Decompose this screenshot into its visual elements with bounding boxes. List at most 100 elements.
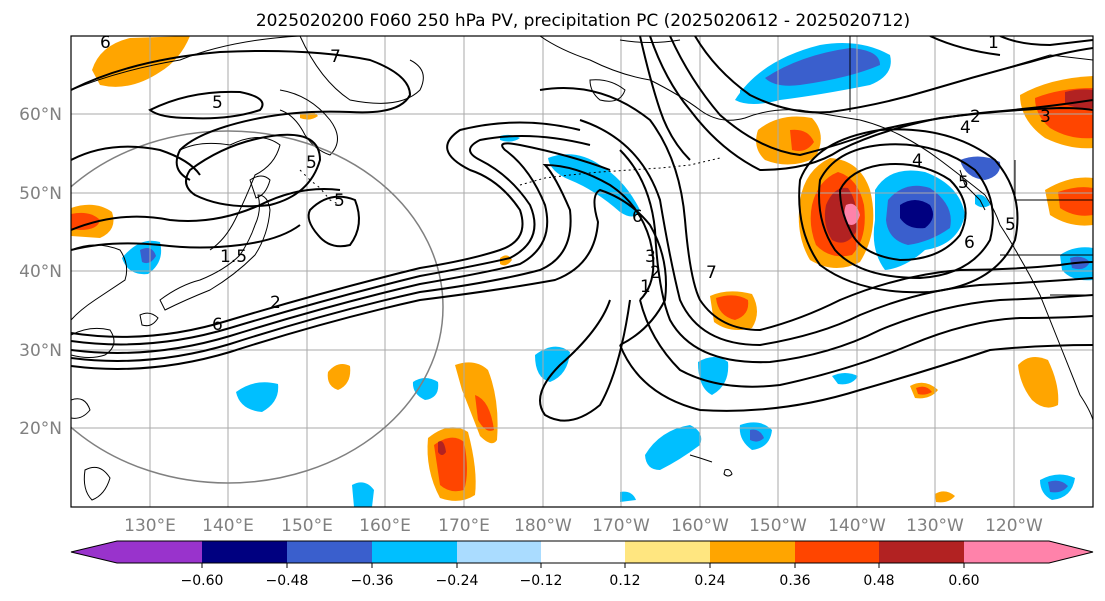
contour-label: 1.5 <box>220 247 247 267</box>
colorbar-segment <box>710 541 795 563</box>
precip-patch-darkred <box>438 441 446 455</box>
colorbar-segment <box>117 541 202 563</box>
contour-label: 7 <box>330 47 341 67</box>
colorbar-segment <box>202 541 287 563</box>
precip-patch-blue <box>975 194 990 208</box>
contour-label: 2 <box>970 107 981 127</box>
precip-patch-blue <box>1048 480 1068 493</box>
precip-shading <box>71 36 1093 507</box>
colorbar-tick-label: 0.36 <box>779 573 810 589</box>
contour-label: 6 <box>964 233 975 253</box>
lon-label: 160°W <box>671 516 729 536</box>
precip-patch-blue <box>620 491 636 502</box>
precip-patch-blue <box>832 373 858 385</box>
colorbar-segment <box>879 541 964 563</box>
colorbar-segment <box>625 541 710 563</box>
precip-patch-blue <box>750 429 764 442</box>
precip-patch-navy <box>900 200 934 229</box>
lon-label: 140°E <box>202 516 254 536</box>
precip-patch-red <box>916 386 932 395</box>
precip-patch-blue <box>352 482 374 507</box>
contour-label: 5 <box>306 153 317 173</box>
plot-content: 7 5 5 5 1.5 2 6 6 3 2 1 7 1 2 3 4 4 6 5 … <box>71 33 1093 507</box>
lon-label: 150°E <box>281 516 333 536</box>
precip-patch-blue <box>548 154 640 217</box>
contour-label: 6 <box>100 33 111 53</box>
lat-label: 40°N <box>19 262 62 282</box>
colorbar: −0.60 −0.48 −0.36 −0.24 −0.12 0.12 0.24 … <box>70 540 1094 589</box>
contour-label: 2 <box>270 293 281 313</box>
precip-patch-orange <box>756 116 821 165</box>
precip-patch-orange <box>327 364 351 390</box>
precip-patch-orange <box>300 111 318 120</box>
contour-label: 7 <box>706 263 717 283</box>
colorbar-tick-label: 0.24 <box>694 573 725 589</box>
lon-label: 170°E <box>438 516 490 536</box>
colorbar-ticks <box>201 563 965 568</box>
contour-label: 3 <box>1040 107 1051 127</box>
colorbar-tick-label: −0.36 <box>351 573 394 589</box>
contour-label: 5 <box>334 191 345 211</box>
colorbar-tick-label: 0.48 <box>863 573 894 589</box>
precip-patch-blue <box>535 346 570 382</box>
plot-frame <box>70 35 1094 508</box>
colorbar-segment <box>795 541 879 563</box>
colorbar-tick-label: −0.48 <box>266 573 309 589</box>
contour-label: 5 <box>1005 215 1016 235</box>
colorbar-tick-label: 0.60 <box>948 573 979 589</box>
precip-patch-blue <box>236 382 279 412</box>
contour-label: 5 <box>958 173 969 193</box>
contour-labels: 7 5 5 5 1.5 2 6 6 3 2 1 7 1 2 3 4 4 6 5 … <box>100 33 1051 335</box>
lon-labels: 130°E 140°E 150°E 160°E 170°E 180°W 170°… <box>124 516 1043 536</box>
precip-patch-blue <box>645 425 702 470</box>
contour-label: 3 <box>645 247 656 267</box>
contour-label: 2 <box>650 263 661 283</box>
precip-patch-orange <box>935 491 955 503</box>
precip-patch-red <box>475 395 494 431</box>
lat-label: 20°N <box>19 419 62 439</box>
precip-patch-orange <box>1018 356 1059 408</box>
contour-label: 5 <box>212 93 223 113</box>
contour-label: 4 <box>960 118 971 138</box>
colorbar-tick-label: −0.24 <box>436 573 479 589</box>
colorbar-outline <box>70 540 1094 564</box>
lon-label: 170°W <box>592 516 650 536</box>
precip-patch-blue <box>140 248 156 264</box>
contour-label: 6 <box>632 207 643 227</box>
lon-label: 120°W <box>985 516 1043 536</box>
lon-label: 180°W <box>514 516 572 536</box>
lon-label: 130°E <box>124 516 176 536</box>
precip-patch-red <box>790 129 814 151</box>
lon-label: 160°E <box>359 516 411 536</box>
colorbar-segment <box>457 541 541 563</box>
colorbar-extend-low <box>71 541 117 563</box>
precip-patch-blue <box>765 48 880 86</box>
lon-label: 150°W <box>749 516 807 536</box>
colorbar-segment <box>964 541 1049 563</box>
precip-patch-blue <box>698 357 729 395</box>
contour-label: 1 <box>988 33 999 53</box>
colorbar-tick-label: 0.12 <box>609 573 640 589</box>
figure-title: 2025020200 F060 250 hPa PV, precipitatio… <box>256 11 910 31</box>
lat-labels: 60°N 50°N 40°N 30°N 20°N <box>19 105 62 439</box>
precip-patch-blue <box>960 156 1001 180</box>
colorbar-tick-label: −0.60 <box>181 573 224 589</box>
precip-patch-red <box>716 295 749 320</box>
lon-label: 140°W <box>828 516 886 536</box>
precip-patch-pink <box>844 203 860 225</box>
contour-label: 1 <box>640 277 651 297</box>
colorbar-extend-high <box>1049 541 1093 563</box>
precip-patch-red <box>1058 187 1093 216</box>
pv-contours <box>71 36 1093 422</box>
great-circle <box>71 130 444 484</box>
precip-patch-blue <box>412 378 439 400</box>
lat-label: 30°N <box>19 341 62 361</box>
colorbar-tick-label: −0.12 <box>520 573 563 589</box>
colorbar-segment <box>372 541 457 563</box>
contour-label: 4 <box>912 151 923 171</box>
lon-label: 130°W <box>906 516 964 536</box>
lat-label: 50°N <box>19 184 62 204</box>
colorbar-segment <box>287 541 372 563</box>
precip-patch-red <box>71 212 100 230</box>
